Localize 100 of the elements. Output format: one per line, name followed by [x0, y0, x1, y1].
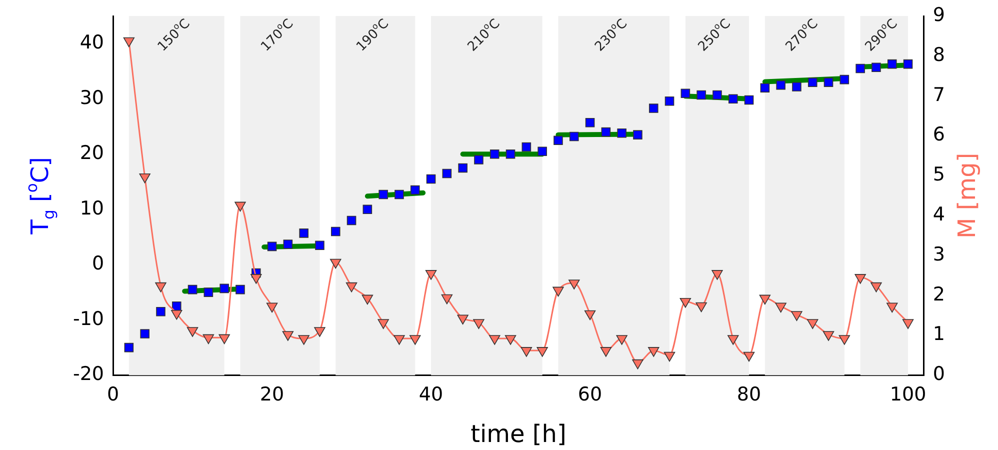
x-tick-label: 20 [260, 384, 284, 406]
point [840, 74, 850, 84]
point [696, 90, 706, 100]
point [489, 335, 500, 345]
point [299, 228, 308, 238]
point [633, 130, 642, 140]
y2-tick-label: 4 [932, 203, 946, 226]
point [648, 104, 658, 113]
point [744, 95, 754, 105]
y-tick-label: 10 [80, 197, 104, 220]
point [504, 335, 516, 345]
point [441, 294, 453, 304]
y2-axis-title: M [mg] [953, 152, 981, 238]
point [902, 319, 914, 329]
point [283, 240, 293, 249]
point [346, 282, 358, 292]
point [759, 294, 771, 305]
point [282, 331, 294, 341]
point [807, 319, 818, 329]
point [458, 163, 468, 173]
point [808, 78, 818, 87]
point [250, 274, 262, 284]
point [330, 258, 342, 269]
point [854, 274, 866, 284]
point [600, 347, 612, 357]
point [838, 335, 850, 345]
band-label: 170oC [258, 16, 297, 55]
point [538, 146, 547, 156]
point [236, 284, 245, 294]
point [394, 190, 404, 200]
point [314, 327, 326, 337]
y2-tick-label: 0 [932, 363, 946, 386]
y2-tick-label: 2 [932, 283, 946, 306]
point [791, 311, 802, 321]
point [410, 185, 420, 195]
point [298, 335, 310, 345]
point [426, 174, 436, 184]
x-tick-label: 100 [890, 384, 926, 406]
point [696, 302, 707, 312]
y2-tick-label: 3 [932, 243, 946, 266]
point [792, 82, 802, 92]
point [856, 64, 865, 74]
point [506, 150, 516, 159]
point [648, 347, 660, 357]
band-label: 210oC [465, 16, 504, 55]
point [218, 334, 230, 344]
band-label: 230oC [592, 16, 631, 55]
point [188, 284, 198, 294]
point [155, 282, 166, 292]
point [140, 329, 150, 338]
point [712, 270, 723, 280]
point [887, 59, 897, 69]
x-tick-label: 40 [418, 384, 444, 406]
point [554, 136, 563, 145]
point [870, 282, 882, 292]
point [822, 331, 834, 341]
point [267, 242, 277, 252]
point [425, 270, 437, 280]
point [680, 298, 692, 308]
point [728, 335, 739, 345]
point [552, 286, 564, 297]
point [664, 96, 674, 106]
point [584, 310, 596, 320]
point [601, 127, 611, 137]
point [536, 347, 548, 357]
point [123, 37, 135, 48]
point [490, 150, 500, 159]
point [156, 307, 166, 316]
y2-tick-label: 7 [932, 84, 946, 106]
x-axis-title: time [h] [470, 420, 566, 448]
x-tick-label: 80 [736, 384, 762, 406]
band-label: 150oC [155, 16, 194, 55]
point [220, 284, 229, 294]
point [617, 128, 626, 138]
point [186, 327, 198, 337]
point [568, 280, 580, 290]
point [362, 294, 374, 305]
point [569, 132, 579, 142]
y-tick-label: -20 [72, 363, 104, 386]
point [330, 226, 340, 236]
y-tick-label: 30 [80, 86, 104, 109]
y-tick-label: 40 [80, 32, 104, 54]
point [442, 168, 452, 178]
point [522, 142, 532, 152]
band-label: 290oC [862, 16, 901, 55]
point [520, 347, 532, 357]
point [824, 78, 834, 87]
point [903, 59, 913, 69]
point [680, 88, 690, 98]
y-tick-label: -10 [72, 308, 104, 330]
point [202, 334, 214, 344]
point [473, 319, 484, 329]
point [346, 216, 356, 226]
point [266, 302, 278, 313]
y2-tick-label: 8 [932, 44, 946, 66]
point [234, 202, 246, 212]
point [474, 155, 484, 164]
point [172, 301, 182, 311]
band-label: 270oC [783, 16, 822, 55]
point [362, 204, 372, 214]
